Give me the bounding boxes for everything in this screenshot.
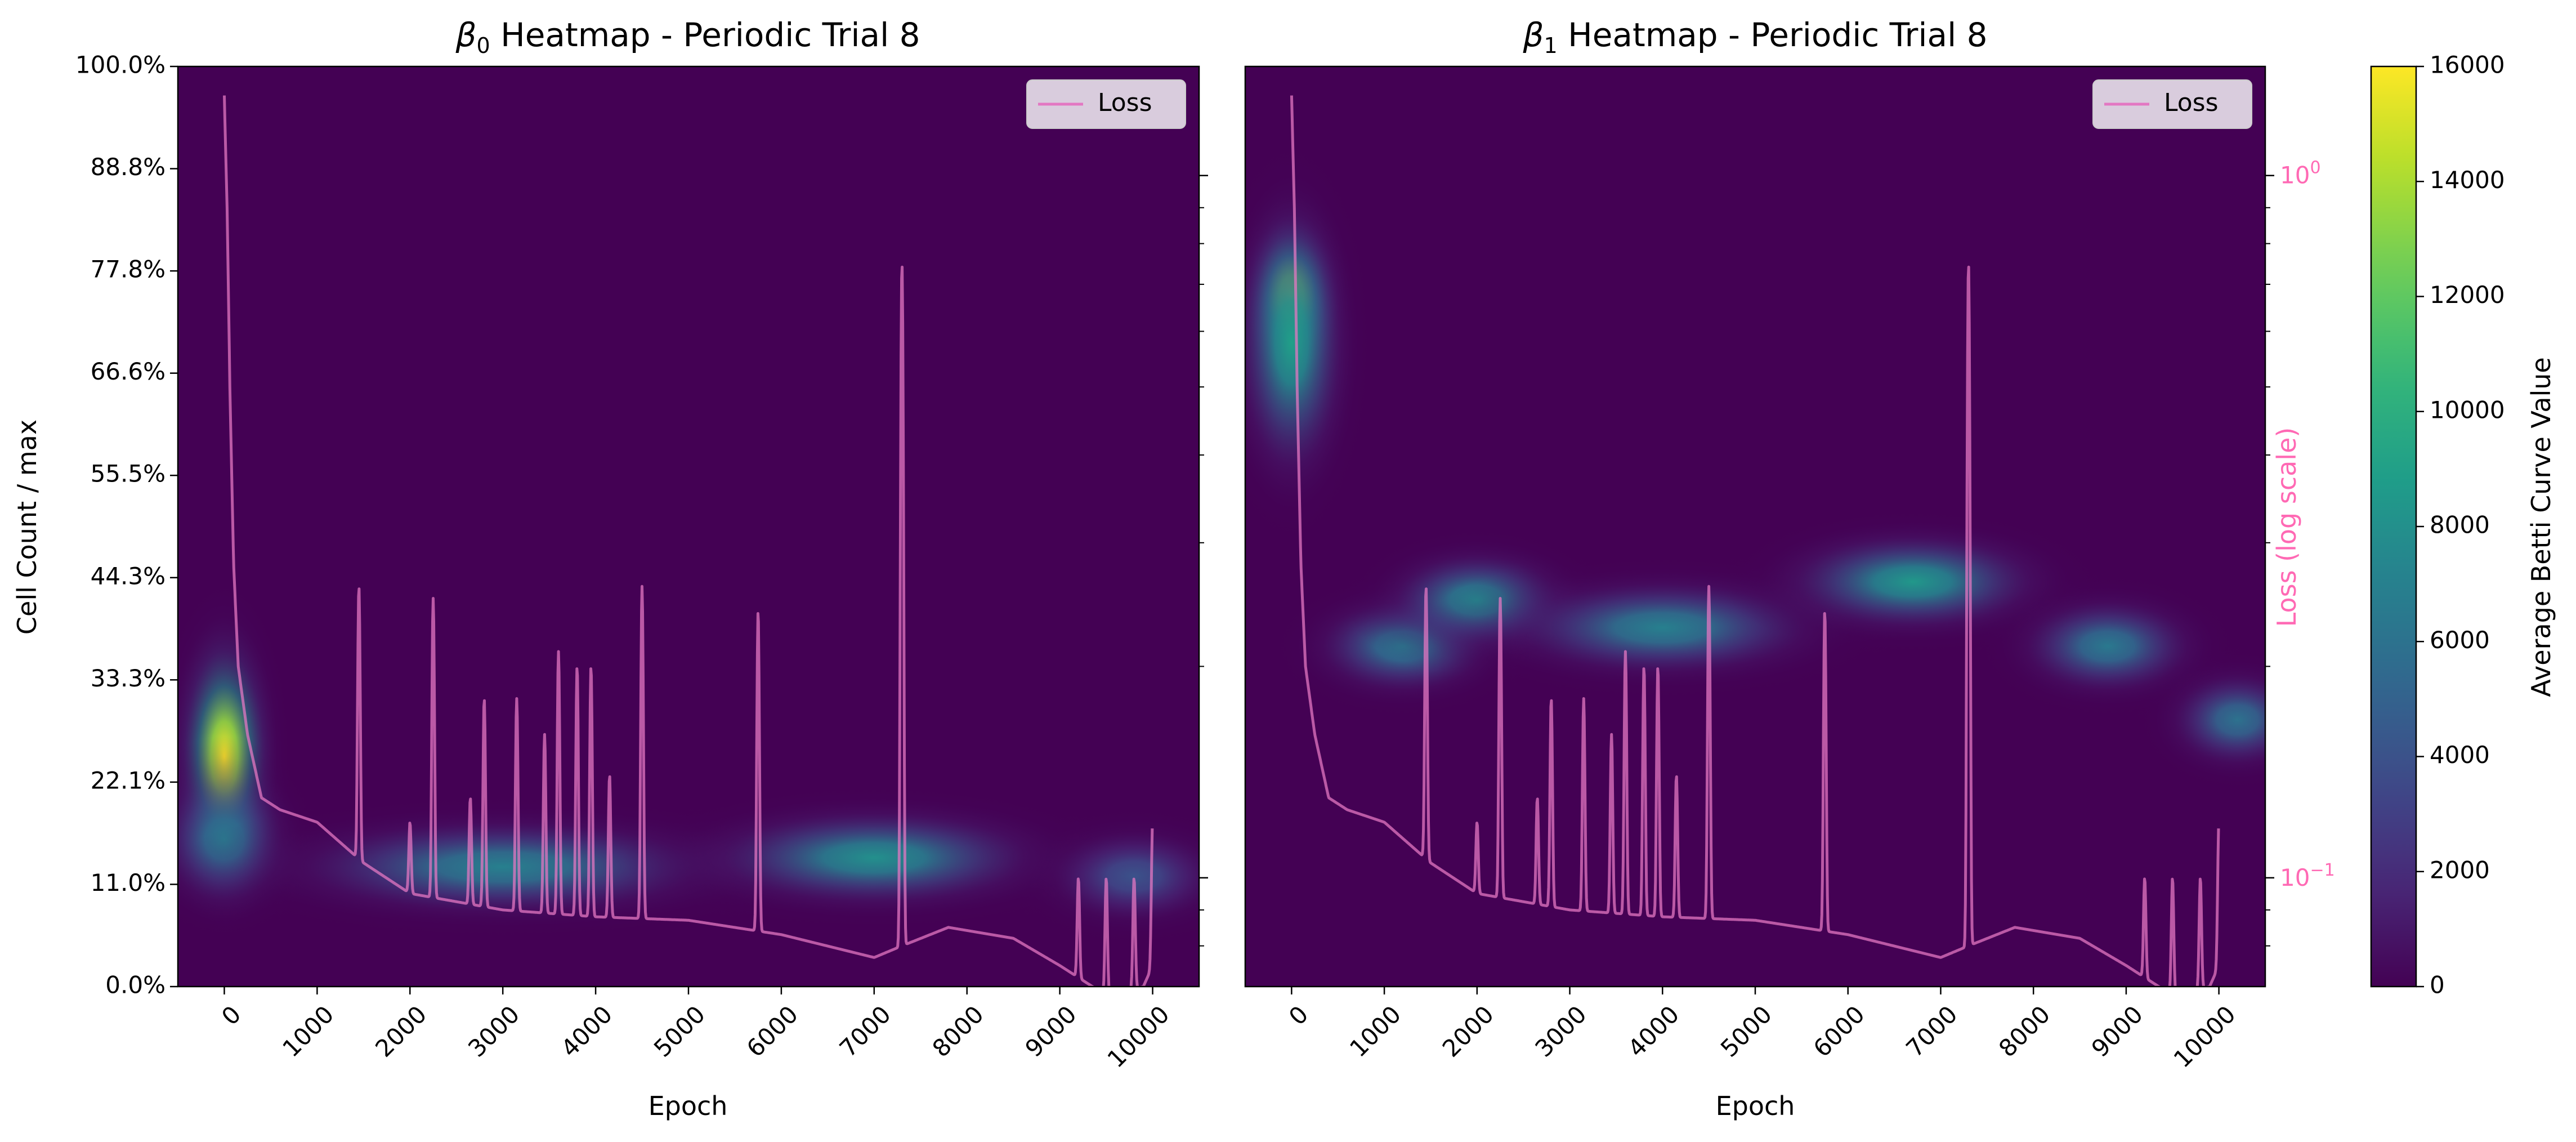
colorbar-gradient xyxy=(2370,65,2417,988)
x-tick-label: 2000 xyxy=(370,1000,432,1062)
colorbar-label: Average Betti Curve Value xyxy=(2526,357,2556,697)
beta1-x-axis-label: Epoch xyxy=(1716,1091,1795,1121)
x-tick-label: 1000 xyxy=(277,1000,339,1062)
beta0-heatmap-panel: 0 1000 2000 3000 4000 5000 6000 7000 8000 9000 100… xyxy=(75,51,1208,1073)
legend-box xyxy=(1026,79,1186,129)
colorbar: 0 2000 4000 6000 8000 10000 12000 14000 16000 xyxy=(2370,51,2505,999)
beta0-y-axis-label: Cell Count / max xyxy=(12,420,42,635)
colorbar-tick-label: 10000 xyxy=(2430,396,2505,423)
beta1-heatmap-panel: 0 1000 2000 3000 4000 5000 6000 7000 8000 9000 100… xyxy=(1244,65,2335,1073)
x-tick-label: 10000 xyxy=(1102,1000,1175,1073)
x-tick-label: 2000 xyxy=(1437,1000,1499,1062)
x-tick-label: 6000 xyxy=(741,1000,803,1062)
legend-box xyxy=(2092,79,2252,129)
colorbar-tick-label: 2000 xyxy=(2430,856,2490,884)
x-tick-label: 1000 xyxy=(1344,1000,1406,1062)
loss-line xyxy=(1290,95,2220,987)
heatmap-blob xyxy=(2134,646,2265,793)
x-tick-label: 7000 xyxy=(1900,1000,1962,1062)
x-tick-label: 8000 xyxy=(1993,1000,2055,1062)
x-tick-label: 6000 xyxy=(1808,1000,1870,1062)
y-tick-label: 55.5% xyxy=(91,460,166,488)
beta0-chart-title: β0 Heatmap - Periodic Trial 8 xyxy=(455,16,920,58)
colorbar-tick-label: 0 xyxy=(2430,971,2445,999)
beta1-chart-title: β1 Heatmap - Periodic Trial 8 xyxy=(1522,16,1987,58)
legend-label: Loss xyxy=(1098,88,1152,117)
y-tick-label: 66.6% xyxy=(91,358,166,385)
x-tick-label: 4000 xyxy=(1622,1000,1684,1062)
x-tick-label: 4000 xyxy=(556,1000,618,1062)
y-tick-label: 22.1% xyxy=(91,766,166,794)
heatmap-blob xyxy=(621,784,1127,931)
heatmap-blob xyxy=(1245,136,1374,549)
y-tick-label: 11.0% xyxy=(91,869,166,896)
x-tick-label: 9000 xyxy=(1020,1000,1082,1062)
x-tick-label: 9000 xyxy=(2086,1000,2148,1062)
colorbar-tick-label: 14000 xyxy=(2430,166,2505,194)
colorbar-tick-label: 6000 xyxy=(2430,626,2490,654)
x-tick-label: 3000 xyxy=(1530,1000,1591,1062)
colorbar-tick-label: 8000 xyxy=(2430,511,2490,539)
x-tick-label: 0 xyxy=(216,1000,247,1031)
beta0-x-axis-label: Epoch xyxy=(649,1091,728,1121)
x-tick-label: 0 xyxy=(1283,1000,1314,1031)
loss-legend: Loss xyxy=(2092,79,2252,129)
colorbar-tick-label: 16000 xyxy=(2430,51,2505,79)
y-tick-label: 100.0% xyxy=(75,51,166,79)
y-tick-label: 33.3% xyxy=(91,664,166,692)
heatmap-blob xyxy=(1000,802,1199,950)
x-tick-label: 8000 xyxy=(927,1000,989,1062)
y-tick-label: 88.8% xyxy=(91,153,166,181)
loss-axis-label: Loss (log scale) xyxy=(2271,427,2302,627)
x-tick-label: 3000 xyxy=(463,1000,525,1062)
y-tick-label: 77.8% xyxy=(91,256,166,283)
heatmap-background xyxy=(1245,66,2265,987)
y-tick-label: 44.3% xyxy=(91,562,166,590)
loss-tick-label: 10−1 xyxy=(2280,860,2335,891)
x-tick-label: 5000 xyxy=(1715,1000,1777,1062)
loss-tick-label: 100 xyxy=(2280,158,2321,189)
colorbar-tick-label: 4000 xyxy=(2430,741,2490,769)
x-tick-label: 10000 xyxy=(2168,1000,2241,1073)
colorbar-tick-label: 12000 xyxy=(2430,281,2505,309)
x-tick-label: 5000 xyxy=(649,1000,710,1062)
loss-line xyxy=(223,95,1154,987)
legend-label: Loss xyxy=(2164,88,2219,117)
y-tick-label: 0.0% xyxy=(105,971,166,999)
loss-legend: Loss xyxy=(1026,79,1186,129)
x-tick-label: 7000 xyxy=(834,1000,896,1062)
